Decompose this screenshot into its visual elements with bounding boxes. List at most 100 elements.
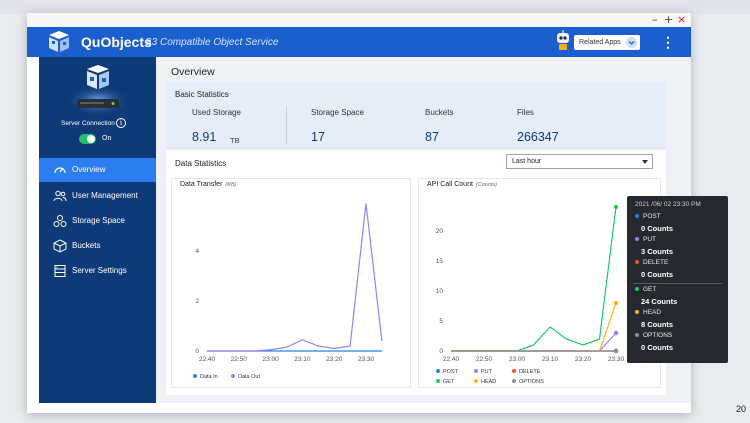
api-call-count-panel: API Call Count (Counts) 0 5 10 15 20 22:40 22:5…	[418, 178, 661, 388]
minimize-button[interactable]: –	[652, 13, 658, 26]
sidebar-item-label: Buckets	[72, 241, 101, 250]
x-tick-label: 22:40	[199, 356, 216, 363]
tooltip-count: 24 Counts	[641, 297, 678, 306]
x-tick-label: 22:50	[476, 356, 493, 363]
put-dot-icon	[635, 237, 639, 242]
chevron-down-icon	[626, 37, 637, 48]
x-tick-label: 23:20	[575, 356, 592, 363]
x-tick-label: 23:00	[509, 356, 526, 363]
tooltip-count: 0 Counts	[641, 224, 674, 233]
files-value: 266347	[517, 130, 559, 144]
tooltip-series-name: PUT	[643, 236, 656, 243]
api-call-count-unit: (Counts)	[475, 182, 498, 188]
legend-dot-data-out	[231, 374, 235, 378]
sidebar-item-user-management[interactable]: User Management	[39, 184, 156, 208]
x-tick-label: 23:10	[542, 356, 559, 363]
stats-divider	[286, 106, 287, 144]
data-transfer-title-text: Data Transfer	[180, 181, 223, 188]
window-titlebar: – + ×	[27, 13, 691, 27]
tooltip-count: 0 Counts	[641, 270, 674, 279]
used-storage-unit: TB	[230, 136, 240, 145]
robot-assistant-icon[interactable]	[554, 30, 572, 52]
y-tick-label: 15	[436, 258, 444, 265]
tooltip-row-post: POST	[635, 213, 661, 220]
server-status-icon	[66, 65, 130, 115]
tooltip-date: 2021 /06/ 02 23:30 PM	[635, 201, 701, 208]
data-statistics-title: Data Statistics	[175, 159, 227, 168]
legend-dot-put	[474, 369, 478, 373]
point-get	[613, 204, 619, 210]
more-options-icon[interactable]: ⋮	[661, 34, 675, 50]
legend-dot-get	[436, 379, 440, 383]
gauge-icon	[54, 167, 66, 174]
basic-statistics-title: Basic Statistics	[175, 90, 229, 99]
tooltip-row-head: HEAD	[635, 309, 661, 316]
app-brand-title: QuObjects	[81, 34, 152, 50]
data-transfer-panel: Data Transfer (KB) 0 2 4 22:40 22:50 23:00 23:1…	[171, 178, 411, 388]
api-call-count-chart: 0 5 10 15 20 22:40 22:50 23:00 23:10 23:20 23:30 PO…	[436, 204, 625, 385]
legend-label-data-in: Data In	[200, 374, 218, 380]
legend-dot-head	[474, 379, 478, 383]
y-tick-label: 10	[436, 288, 444, 295]
desktop-background	[0, 0, 750, 14]
y-tick-label: 0	[439, 348, 443, 355]
legend-dot-post	[436, 369, 440, 373]
sidebar-item-buckets[interactable]: Buckets	[39, 234, 156, 258]
delete-dot-icon	[635, 260, 639, 265]
app-subtitle: S3 Compatible Object Service	[145, 37, 279, 48]
x-tick-label: 22:40	[443, 356, 460, 363]
y-tick-label: 5	[439, 318, 443, 325]
close-button[interactable]: ×	[677, 13, 687, 26]
time-range-value: Last hour	[512, 158, 542, 165]
tooltip-count: 8 Counts	[641, 320, 674, 329]
time-range-select[interactable]: Last hour	[506, 154, 653, 169]
toggle-state-label: On	[102, 135, 112, 142]
users-icon	[53, 190, 67, 202]
get-dot-icon	[635, 287, 639, 292]
tooltip-row-options: OPTIONS	[635, 332, 672, 339]
sidebar-item-label: User Management	[72, 191, 138, 200]
x-tick-label: 23:20	[326, 356, 343, 363]
sidebar-item-overview[interactable]: Overview	[39, 158, 156, 182]
x-tick-label: 23:00	[262, 356, 279, 363]
server-connection-toggle[interactable]	[79, 134, 96, 144]
tooltip-series-name: HEAD	[643, 309, 662, 316]
series-line-data-out	[207, 203, 383, 352]
caret-down-icon	[642, 160, 648, 164]
legend-label-post: POST	[443, 369, 459, 375]
buckets-label: Buckets	[425, 108, 454, 117]
tooltip-series-name: DELETE	[643, 259, 669, 266]
y-tick-label: 0	[195, 348, 199, 355]
legend-label-options: OPTIONS	[519, 379, 544, 385]
storage-space-value: 17	[311, 130, 325, 144]
maximize-button[interactable]: +	[664, 13, 674, 26]
legend-label-get: GET	[443, 379, 455, 385]
page-number: 20	[736, 404, 747, 414]
sidebar-item-storage-space[interactable]: Storage Space	[39, 209, 156, 233]
storage-space-label: Storage Space	[311, 108, 364, 117]
buckets-value: 87	[425, 130, 439, 144]
x-tick-label: 23:30	[358, 356, 375, 363]
data-transfer-title: Data Transfer (KB)	[180, 181, 236, 188]
app-header: QuObjects S3 Compatible Object Service R…	[27, 27, 691, 57]
info-icon[interactable]: i	[116, 118, 126, 128]
chart-tooltip: 2021 /06/ 02 23:30 PM POST 0 Counts PUT …	[627, 196, 728, 363]
x-tick-label: 23:30	[608, 356, 625, 363]
options-dot-icon	[635, 333, 639, 338]
page-title: Overview	[171, 66, 215, 78]
server-connection-label: Server Connection	[61, 120, 115, 127]
tooltip-series-name: GET	[643, 286, 657, 293]
y-tick-label: 4	[195, 248, 199, 255]
related-apps-dropdown[interactable]: Related Apps	[574, 35, 640, 50]
used-storage-label: Used Storage	[192, 108, 241, 117]
y-tick-label: 2	[195, 298, 199, 305]
legend-label-put: PUT	[481, 369, 493, 375]
point-head	[613, 300, 619, 306]
app-window: – + × QuObjects S3 Compatible Object Ser…	[27, 13, 691, 413]
data-transfer-chart: 0 2 4 22:40 22:50 23:00 23:10 23:20 23:30 Data In…	[193, 203, 383, 380]
sidebar-item-label: Overview	[72, 165, 106, 174]
x-tick-label: 23:10	[294, 356, 311, 363]
sidebar-item-server-settings[interactable]: Server Settings	[39, 259, 156, 283]
files-label: Files	[517, 108, 534, 117]
legend-label-head: HEAD	[481, 379, 496, 385]
